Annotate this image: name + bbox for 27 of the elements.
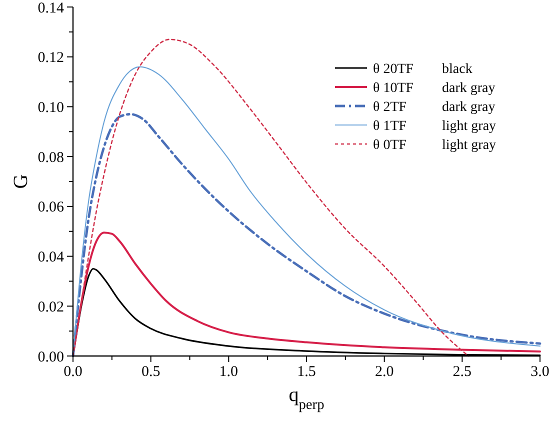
x-tick-label: 2.5: [452, 364, 472, 380]
legend-label: θ 20TF: [373, 62, 414, 77]
y-axis-title: G: [10, 174, 32, 189]
legend-label: θ 0TF: [373, 138, 407, 153]
annotation: black: [442, 62, 472, 77]
x-tick-label: 1.5: [297, 364, 316, 380]
y-tick-label: 0.06: [38, 200, 64, 216]
x-axis-title: q$_{perp}$: [288, 384, 324, 413]
x-tick-label: 2.0: [374, 364, 394, 380]
annotation: dark gray: [442, 80, 496, 96]
x-tick-label: 0.0: [64, 364, 82, 380]
x-tick-label: 3.0: [530, 364, 550, 380]
y-tick-label: 0.10: [38, 100, 64, 116]
legend-label: θ 10TF: [373, 80, 414, 96]
x-tick-label: 1.0: [219, 364, 238, 380]
y-tick-label: 0.04: [38, 250, 64, 266]
y-tick-label: 0.14: [38, 0, 64, 16]
annotation: light gray: [442, 138, 496, 153]
y-tick-label: 0.12: [38, 50, 64, 66]
x-tick-label: 0.5: [141, 364, 160, 380]
annotation: dark gray: [442, 100, 496, 115]
annotation: light gray: [442, 118, 496, 134]
y-tick-label: 0.08: [38, 150, 64, 166]
y-tick-label: 0.00: [38, 349, 64, 366]
legend-label: θ 1TF: [373, 118, 407, 134]
legend-label: θ 2TF: [373, 100, 407, 115]
y-tick-label: 0.02: [38, 299, 64, 316]
